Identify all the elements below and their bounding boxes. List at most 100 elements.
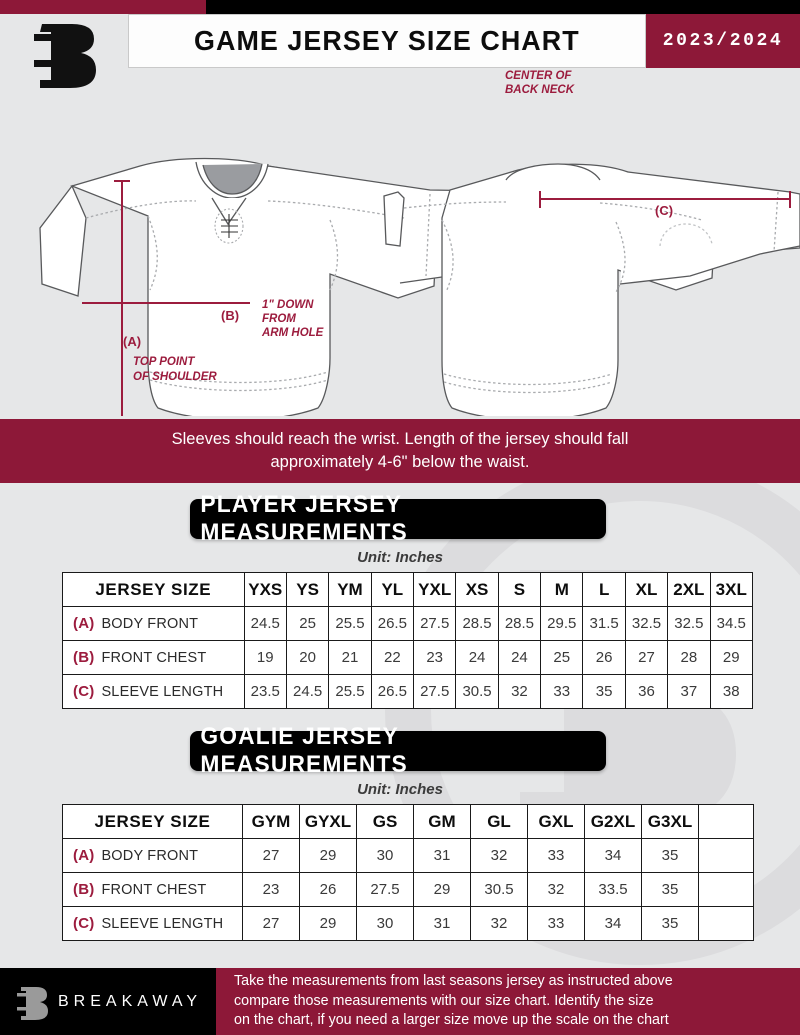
player-cell: 34.5 bbox=[709, 606, 754, 641]
player-cell: 32 bbox=[497, 674, 542, 709]
goalie-cell: 31 bbox=[413, 838, 471, 873]
goalie-row-tag: (B) bbox=[73, 881, 95, 898]
fit-note-banner: Sleeves should reach the wrist. Length o… bbox=[0, 419, 800, 483]
goalie-row-label: (A) BODY FRONT bbox=[62, 838, 243, 873]
goalie-cell: 33 bbox=[527, 838, 585, 873]
player-cell: 37 bbox=[667, 674, 711, 709]
goalie-cell: 27 bbox=[242, 906, 300, 941]
player-column-header: YXS bbox=[243, 572, 287, 607]
page-title-box: GAME JERSEY SIZE CHART bbox=[128, 14, 646, 68]
jersey-diagram-area: (A) TOP POINT OF SHOULDER (B) 1" DOWN FR… bbox=[0, 68, 800, 416]
goalie-unit-label: Unit: Inches bbox=[357, 781, 443, 798]
page-footer: BREAKAWAY Take the measurements from las… bbox=[0, 968, 800, 1035]
front-label-a-line1: TOP POINT bbox=[133, 356, 195, 368]
player-row-label: (A) BODY FRONT bbox=[62, 606, 245, 641]
goalie-cell: 32 bbox=[470, 906, 528, 941]
goalie-column-header: GS bbox=[356, 804, 414, 839]
player-cell: 29.5 bbox=[540, 606, 584, 641]
player-unit-label: Unit: Inches bbox=[357, 549, 443, 566]
goalie-row-label: (C) SLEEVE LENGTH bbox=[62, 906, 243, 941]
goalie-row-label: (B) FRONT CHEST bbox=[62, 872, 243, 907]
player-column-header: YS bbox=[285, 572, 330, 607]
season-year-text: 2023/2024 bbox=[662, 31, 784, 51]
goalie-cell bbox=[698, 838, 754, 873]
footer-instruction-line-2: compare those measurements with our size… bbox=[234, 992, 654, 1009]
player-cell: 25 bbox=[540, 640, 584, 675]
back-label-c-tag: (C) bbox=[655, 203, 673, 218]
footer-instruction-line-3: on the chart, if you need a larger size … bbox=[234, 1012, 669, 1029]
goalie-cell: 33 bbox=[527, 906, 585, 941]
front-label-b-line3: ARM HOLE bbox=[261, 327, 324, 339]
player-cell: 21 bbox=[328, 640, 372, 675]
goalie-cell: 31 bbox=[413, 906, 471, 941]
back-neck-line1: CENTER OF bbox=[505, 70, 572, 82]
player-cell: 33 bbox=[540, 674, 584, 709]
player-cell: 30.5 bbox=[455, 674, 499, 709]
player-cell: 25.5 bbox=[328, 606, 372, 641]
player-cell: 24 bbox=[455, 640, 499, 675]
player-row-tag: (A) bbox=[73, 615, 95, 632]
player-column-header: M bbox=[540, 572, 584, 607]
player-row-label: (C) SLEEVE LENGTH bbox=[62, 674, 245, 709]
top-color-bands bbox=[0, 0, 800, 14]
player-cell: 24 bbox=[497, 640, 542, 675]
fit-note-line-2: approximately 4-6" below the waist. bbox=[270, 453, 530, 471]
player-cell: 24.5 bbox=[285, 674, 330, 709]
jersey-diagrams-svg: (A) TOP POINT OF SHOULDER (B) 1" DOWN FR… bbox=[39, 70, 800, 416]
player-column-header: YL bbox=[370, 572, 415, 607]
page-header: GAME JERSEY SIZE CHART 2023/2024 bbox=[0, 14, 800, 88]
player-cell: 35 bbox=[582, 674, 626, 709]
player-cell: 28 bbox=[667, 640, 711, 675]
front-label-a-tag: (A) bbox=[123, 334, 141, 349]
footer-brand-block: BREAKAWAY bbox=[0, 968, 216, 1035]
player-header-row: JERSEY SIZE YXS YS YM YL YXL XS S M L XL 2XL 3XL bbox=[62, 572, 754, 607]
top-band-maroon bbox=[0, 0, 206, 14]
player-cell: 20 bbox=[285, 640, 330, 675]
player-column-header: XS bbox=[455, 572, 499, 607]
goalie-section-title-pill: GOALIE JERSEY MEASUREMENTS bbox=[190, 723, 606, 778]
goalie-table-body: JERSEY SIZE GYM GYXL GS GM GL GXL G2XL G3XL (A) BO… bbox=[62, 804, 754, 941]
breakaway-b-logo-icon bbox=[17, 986, 48, 1020]
player-cell: 25 bbox=[285, 606, 330, 641]
front-label-b-line2: FROM bbox=[262, 313, 296, 325]
player-section-title: PLAYER JERSEY MEASUREMENTS bbox=[200, 491, 408, 546]
goalie-cell: 35 bbox=[641, 838, 699, 873]
goalie-column-header: GYM bbox=[242, 804, 300, 839]
goalie-column-header: GM bbox=[413, 804, 471, 839]
goalie-cell bbox=[698, 872, 754, 907]
back-jersey-illustration bbox=[383, 163, 800, 416]
goalie-column-header: G2XL bbox=[584, 804, 642, 839]
player-corner-label: JERSEY SIZE bbox=[62, 572, 245, 607]
player-cell: 24.5 bbox=[243, 606, 287, 641]
player-cell: 26.5 bbox=[370, 606, 415, 641]
goalie-header-row: JERSEY SIZE GYM GYXL GS GM GL GXL G2XL G3XL bbox=[62, 804, 754, 839]
goalie-cell: 33.5 bbox=[584, 872, 642, 907]
goalie-cell: 32 bbox=[470, 838, 528, 873]
goalie-cell: 34 bbox=[584, 838, 642, 873]
player-cell: 36 bbox=[624, 674, 669, 709]
player-cell: 38 bbox=[709, 674, 754, 709]
goalie-cell: 29 bbox=[299, 838, 357, 873]
front-label-b-line1: 1" DOWN bbox=[262, 299, 314, 311]
goalie-cell: 23 bbox=[242, 872, 300, 907]
player-cell: 23 bbox=[413, 640, 457, 675]
front-label-b-tag: (B) bbox=[221, 308, 239, 323]
fit-note-line-1: Sleeves should reach the wrist. Length o… bbox=[171, 430, 629, 448]
goalie-cell: 30.5 bbox=[470, 872, 528, 907]
player-cell: 31.5 bbox=[582, 606, 626, 641]
player-row-label: (B) FRONT CHEST bbox=[62, 640, 245, 675]
goalie-column-header: GL bbox=[470, 804, 528, 839]
goalie-row: (B) FRONT CHEST 23 26 27.5 29 30.5 32 33.5 35 bbox=[62, 872, 754, 907]
player-cell: 28.5 bbox=[455, 606, 499, 641]
player-measurements-table: JERSEY SIZE YXS YS YM YL YXL XS S M L XL 2XL 3XL (A) B… bbox=[62, 572, 754, 709]
player-column-header: YM bbox=[328, 572, 372, 607]
player-column-header: XL bbox=[624, 572, 669, 607]
player-table-body: JERSEY SIZE YXS YS YM YL YXL XS S M L XL 2XL 3XL (A) B… bbox=[62, 572, 754, 709]
player-row: (A) BODY FRONT 24.5 25 25.5 26.5 27.5 28.5 28.5 2… bbox=[62, 606, 754, 641]
player-cell: 32.5 bbox=[667, 606, 711, 641]
goalie-column-header bbox=[698, 804, 754, 839]
player-cell: 28.5 bbox=[497, 606, 542, 641]
player-cell: 32.5 bbox=[624, 606, 669, 641]
player-cell: 26.5 bbox=[370, 674, 415, 709]
